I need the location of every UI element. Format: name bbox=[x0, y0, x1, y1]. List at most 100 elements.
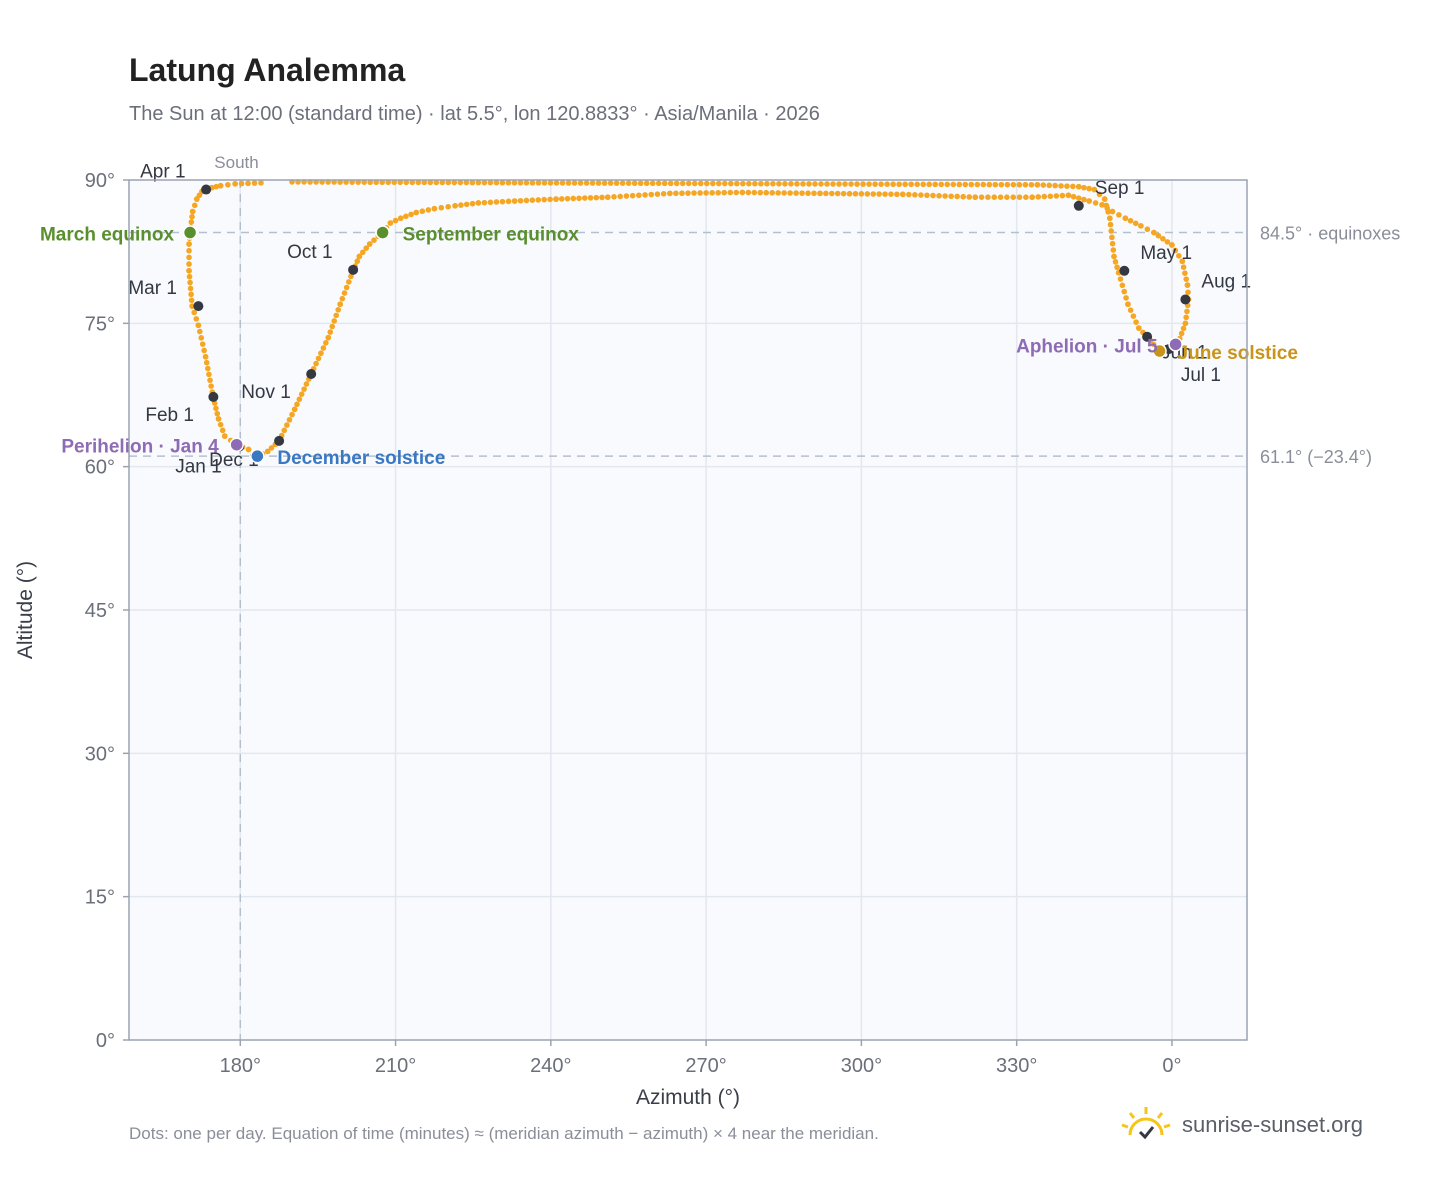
daily-dot bbox=[1123, 295, 1129, 301]
month-marker-dot bbox=[208, 391, 219, 402]
daily-dot bbox=[1029, 194, 1035, 200]
daily-dot bbox=[649, 180, 656, 187]
daily-dot bbox=[601, 180, 608, 186]
daily-dot bbox=[197, 328, 203, 335]
daily-dot bbox=[986, 181, 993, 188]
daily-dot bbox=[433, 179, 440, 186]
daily-dot bbox=[403, 179, 410, 186]
daily-dot bbox=[679, 190, 685, 197]
daily-dot bbox=[215, 416, 222, 422]
daily-dot bbox=[746, 180, 752, 187]
daily-dot bbox=[721, 189, 728, 196]
daily-dot bbox=[207, 377, 213, 384]
month-marker-dot bbox=[201, 184, 212, 195]
daily-dot bbox=[487, 179, 494, 186]
daily-dot bbox=[391, 179, 398, 186]
daily-dot bbox=[346, 279, 352, 285]
x-tick-label: 240° bbox=[530, 1055, 571, 1077]
daily-dot bbox=[221, 433, 228, 439]
daily-dot bbox=[1070, 183, 1076, 190]
y-tick-label: 45° bbox=[85, 600, 115, 622]
daily-dot bbox=[739, 189, 746, 196]
daily-dot bbox=[882, 191, 888, 197]
daily-dot bbox=[944, 181, 951, 188]
daily-dot bbox=[1183, 276, 1189, 282]
daily-dot bbox=[1016, 181, 1023, 188]
daily-dot bbox=[997, 194, 1004, 200]
daily-dot bbox=[359, 249, 366, 256]
daily-dot bbox=[758, 180, 764, 187]
daily-dot bbox=[565, 180, 572, 186]
daily-dot bbox=[888, 191, 894, 197]
daily-dot bbox=[186, 273, 193, 280]
daily-dot bbox=[553, 180, 560, 186]
daily-dot bbox=[367, 179, 373, 186]
daily-dot bbox=[385, 179, 392, 186]
daily-dot bbox=[576, 195, 582, 202]
daily-dot bbox=[415, 179, 422, 186]
daily-dot bbox=[655, 180, 662, 187]
daily-dot bbox=[709, 190, 715, 196]
chart-subtitle: The Sun at 12:00 (standard time) · lat 5… bbox=[129, 103, 820, 125]
meridian-label: South bbox=[214, 153, 258, 172]
daily-dot bbox=[264, 448, 271, 455]
daily-dot bbox=[529, 180, 536, 186]
daily-dot bbox=[623, 193, 630, 199]
daily-dot bbox=[788, 181, 794, 187]
daily-dot bbox=[303, 381, 310, 387]
daily-dot bbox=[341, 290, 348, 296]
daily-dot bbox=[1108, 228, 1115, 234]
brand: sunrise-sunset.org bbox=[1120, 1100, 1363, 1150]
event-label: December solstice bbox=[277, 448, 445, 469]
daily-dot bbox=[1169, 242, 1175, 248]
daily-dot bbox=[1182, 270, 1188, 276]
daily-dot bbox=[335, 306, 341, 313]
daily-dot bbox=[811, 190, 817, 197]
daily-dot bbox=[991, 194, 998, 200]
daily-dot bbox=[697, 180, 704, 187]
daily-dot bbox=[1053, 193, 1060, 199]
daily-dot bbox=[876, 191, 882, 197]
daily-dot bbox=[781, 190, 787, 196]
daily-dot bbox=[238, 180, 245, 187]
daily-dot bbox=[1117, 276, 1124, 282]
daily-dot bbox=[245, 446, 252, 453]
daily-dot bbox=[842, 181, 848, 187]
daily-dot bbox=[908, 181, 914, 188]
daily-dot bbox=[1133, 319, 1139, 325]
daily-dot bbox=[559, 180, 566, 186]
daily-dot bbox=[361, 179, 367, 185]
daily-dot bbox=[413, 209, 420, 216]
daily-dot bbox=[331, 318, 338, 324]
daily-dot bbox=[1151, 229, 1157, 236]
daily-dot bbox=[1155, 232, 1162, 239]
daily-dot bbox=[1176, 253, 1182, 259]
daily-dot bbox=[1114, 264, 1120, 271]
event-markers: March equinox September equinox December s… bbox=[40, 225, 1298, 470]
daily-dot bbox=[1109, 208, 1116, 215]
daily-dot bbox=[1059, 192, 1066, 199]
daily-dot bbox=[962, 181, 969, 188]
y-axis-label: Altitude (°) bbox=[14, 561, 37, 659]
daily-dot bbox=[397, 215, 404, 222]
daily-dot bbox=[1183, 314, 1189, 321]
daily-dot bbox=[896, 181, 902, 188]
daily-dot bbox=[1035, 194, 1042, 200]
daily-dot bbox=[1023, 194, 1029, 200]
event-marker-dot bbox=[1168, 337, 1183, 352]
daily-dot bbox=[1127, 307, 1134, 313]
event-label: March equinox bbox=[40, 225, 175, 246]
daily-dot bbox=[691, 180, 698, 187]
daily-dot bbox=[660, 190, 667, 197]
daily-dot bbox=[902, 181, 908, 188]
daily-dot bbox=[673, 180, 680, 187]
daily-dot bbox=[199, 341, 206, 347]
daily-dot bbox=[564, 195, 571, 202]
daily-dot bbox=[679, 180, 686, 187]
daily-dot bbox=[431, 205, 438, 212]
daily-dot bbox=[570, 195, 577, 202]
daily-dot bbox=[1164, 239, 1171, 245]
daily-dot bbox=[685, 190, 691, 196]
daily-dot bbox=[1086, 185, 1092, 192]
daily-dot bbox=[202, 353, 209, 360]
